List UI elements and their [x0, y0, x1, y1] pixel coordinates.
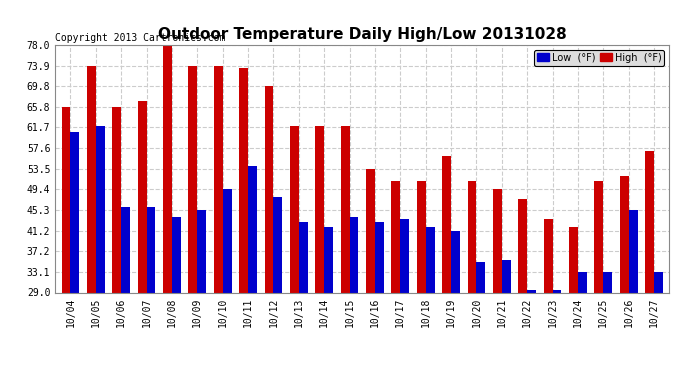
- Bar: [654, 272, 663, 292]
- Text: Copyright 2013 Cartronics.com: Copyright 2013 Cartronics.com: [55, 33, 226, 42]
- Bar: [138, 100, 146, 292]
- Legend: Low  (°F), High  (°F): Low (°F), High (°F): [534, 50, 664, 66]
- Bar: [146, 207, 155, 292]
- Bar: [163, 45, 172, 292]
- Bar: [527, 290, 536, 292]
- Bar: [350, 217, 358, 292]
- Bar: [645, 151, 654, 292]
- Bar: [366, 169, 375, 292]
- Bar: [493, 189, 502, 292]
- Bar: [603, 272, 612, 292]
- Bar: [87, 66, 96, 292]
- Bar: [223, 189, 232, 292]
- Bar: [96, 126, 105, 292]
- Bar: [451, 231, 460, 292]
- Bar: [315, 126, 324, 292]
- Bar: [121, 207, 130, 292]
- Bar: [417, 182, 426, 292]
- Bar: [214, 66, 223, 292]
- Bar: [400, 219, 409, 292]
- Bar: [273, 196, 282, 292]
- Bar: [442, 156, 451, 292]
- Bar: [468, 182, 476, 292]
- Bar: [197, 210, 206, 292]
- Bar: [569, 227, 578, 292]
- Bar: [629, 210, 638, 292]
- Title: Outdoor Temperature Daily High/Low 20131028: Outdoor Temperature Daily High/Low 20131…: [158, 27, 566, 42]
- Bar: [578, 272, 586, 292]
- Bar: [476, 262, 485, 292]
- Bar: [61, 106, 70, 292]
- Bar: [112, 106, 121, 292]
- Bar: [172, 217, 181, 292]
- Bar: [375, 222, 384, 292]
- Bar: [620, 176, 629, 292]
- Bar: [426, 227, 435, 292]
- Bar: [518, 199, 527, 292]
- Bar: [188, 66, 197, 292]
- Bar: [264, 86, 273, 292]
- Bar: [544, 219, 553, 292]
- Bar: [324, 227, 333, 292]
- Bar: [341, 126, 350, 292]
- Bar: [595, 182, 603, 292]
- Bar: [248, 166, 257, 292]
- Bar: [391, 182, 400, 292]
- Bar: [502, 260, 511, 292]
- Bar: [239, 68, 248, 292]
- Bar: [290, 126, 299, 292]
- Bar: [70, 132, 79, 292]
- Bar: [553, 290, 562, 292]
- Bar: [299, 222, 308, 292]
